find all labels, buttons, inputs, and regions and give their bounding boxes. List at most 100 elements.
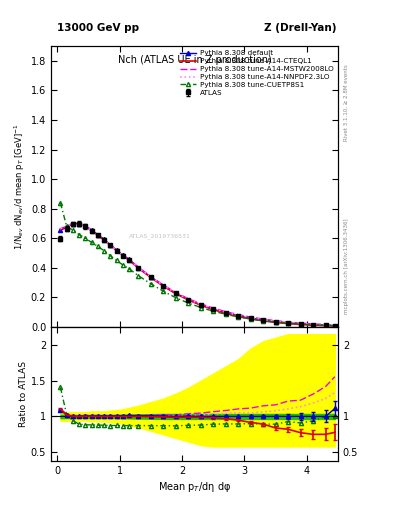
Pythia 8.308 default xyxy=(186,296,191,303)
Pythia 8.308 default xyxy=(236,313,241,319)
Text: Z (Drell-Yan): Z (Drell-Yan) xyxy=(264,23,336,33)
Pythia 8.308 tune-A14-CTEQL1 xyxy=(261,318,266,324)
Pythia 8.308 tune-A14-CTEQL1 xyxy=(58,226,63,232)
Line: Pythia 8.308 default: Pythia 8.308 default xyxy=(59,221,337,328)
Pythia 8.308 tune-A14-NNPDF2.3LO xyxy=(149,274,153,280)
Pythia 8.308 tune-A14-CTEQL1 xyxy=(223,310,228,316)
Pythia 8.308 tune-A14-MSTW2008LO xyxy=(298,320,303,326)
Pythia 8.308 tune-A14-CTEQL1 xyxy=(89,228,94,234)
Pythia 8.308 tune-A14-NNPDF2.3LO xyxy=(108,242,113,248)
Pythia 8.308 default xyxy=(121,252,125,258)
Pythia 8.308 tune-A14-CTEQL1 xyxy=(95,232,100,239)
Pythia 8.308 tune-A14-CTEQL1 xyxy=(77,221,81,227)
Pythia 8.308 tune-A14-NNPDF2.3LO xyxy=(223,309,228,315)
Pythia 8.308 tune-CUETP8S1 xyxy=(64,223,69,229)
Pythia 8.308 tune-A14-CTEQL1 xyxy=(211,307,216,313)
Line: Pythia 8.308 tune-A14-MSTW2008LO: Pythia 8.308 tune-A14-MSTW2008LO xyxy=(61,223,335,325)
Line: Pythia 8.308 tune-A14-NNPDF2.3LO: Pythia 8.308 tune-A14-NNPDF2.3LO xyxy=(61,224,335,325)
Pythia 8.308 default xyxy=(223,310,228,316)
Pythia 8.308 tune-A14-NNPDF2.3LO xyxy=(77,221,81,227)
Pythia 8.308 tune-A14-MSTW2008LO xyxy=(64,223,69,229)
Pythia 8.308 tune-A14-NNPDF2.3LO xyxy=(136,265,141,271)
Pythia 8.308 tune-CUETP8S1 xyxy=(89,240,94,246)
Text: mcplots.cern.ch [arXiv:1306.3436]: mcplots.cern.ch [arXiv:1306.3436] xyxy=(344,219,349,314)
Pythia 8.308 tune-A14-MSTW2008LO xyxy=(173,289,178,295)
Line: Pythia 8.308 tune-CUETP8S1: Pythia 8.308 tune-CUETP8S1 xyxy=(59,201,337,328)
Pythia 8.308 tune-A14-NNPDF2.3LO xyxy=(211,306,216,312)
Pythia 8.308 tune-A14-MSTW2008LO xyxy=(102,237,107,243)
Y-axis label: Ratio to ATLAS: Ratio to ATLAS xyxy=(19,361,28,427)
Pythia 8.308 tune-A14-NNPDF2.3LO xyxy=(332,322,337,328)
Pythia 8.308 default xyxy=(161,283,166,289)
Text: 13000 GeV pp: 13000 GeV pp xyxy=(57,23,139,33)
Pythia 8.308 tune-CUETP8S1 xyxy=(161,288,166,294)
Pythia 8.308 tune-A14-MSTW2008LO xyxy=(71,220,75,226)
Pythia 8.308 tune-A14-MSTW2008LO xyxy=(58,226,63,232)
Pythia 8.308 tune-A14-CTEQL1 xyxy=(311,322,316,328)
Pythia 8.308 default xyxy=(102,237,107,243)
Pythia 8.308 default xyxy=(149,274,153,280)
Pythia 8.308 tune-A14-NNPDF2.3LO xyxy=(58,226,63,232)
Pythia 8.308 tune-A14-CTEQL1 xyxy=(121,253,125,259)
Pythia 8.308 tune-A14-NNPDF2.3LO xyxy=(121,252,125,259)
Pythia 8.308 tune-A14-NNPDF2.3LO xyxy=(95,232,100,238)
Pythia 8.308 default xyxy=(311,322,316,328)
Pythia 8.308 tune-A14-MSTW2008LO xyxy=(211,305,216,311)
Pythia 8.308 tune-A14-MSTW2008LO xyxy=(311,321,316,327)
Pythia 8.308 tune-A14-CTEQL1 xyxy=(173,291,178,297)
Pythia 8.308 tune-A14-CTEQL1 xyxy=(136,265,141,271)
Pythia 8.308 tune-A14-CTEQL1 xyxy=(127,257,131,263)
Pythia 8.308 default xyxy=(77,221,81,227)
Pythia 8.308 tune-CUETP8S1 xyxy=(332,323,337,329)
Pythia 8.308 tune-A14-NNPDF2.3LO xyxy=(71,221,75,227)
Pythia 8.308 tune-CUETP8S1 xyxy=(114,258,119,264)
Pythia 8.308 default xyxy=(83,223,88,229)
Pythia 8.308 tune-CUETP8S1 xyxy=(261,318,266,324)
Pythia 8.308 tune-A14-NNPDF2.3LO xyxy=(173,290,178,296)
Pythia 8.308 tune-CUETP8S1 xyxy=(121,262,125,268)
Pythia 8.308 tune-A14-CTEQL1 xyxy=(161,283,166,289)
Pythia 8.308 tune-A14-MSTW2008LO xyxy=(323,322,328,328)
Pythia 8.308 tune-A14-CTEQL1 xyxy=(248,316,253,322)
Pythia 8.308 tune-A14-MSTW2008LO xyxy=(273,317,278,324)
Pythia 8.308 tune-A14-MSTW2008LO xyxy=(77,220,81,226)
Pythia 8.308 default xyxy=(71,221,75,227)
Pythia 8.308 tune-CUETP8S1 xyxy=(248,316,253,322)
Pythia 8.308 tune-A14-MSTW2008LO xyxy=(127,256,131,262)
Pythia 8.308 tune-A14-CTEQL1 xyxy=(71,221,75,227)
Pythia 8.308 default xyxy=(114,247,119,253)
Pythia 8.308 tune-A14-CTEQL1 xyxy=(298,322,303,328)
Pythia 8.308 tune-A14-MSTW2008LO xyxy=(186,295,191,302)
Pythia 8.308 tune-A14-NNPDF2.3LO xyxy=(127,257,131,263)
Pythia 8.308 tune-A14-CTEQL1 xyxy=(273,319,278,326)
Pythia 8.308 tune-A14-CTEQL1 xyxy=(198,302,203,308)
Pythia 8.308 tune-A14-MSTW2008LO xyxy=(121,252,125,258)
Text: Nch (ATLAS UE in Z production): Nch (ATLAS UE in Z production) xyxy=(118,54,272,65)
Pythia 8.308 tune-CUETP8S1 xyxy=(58,200,63,206)
Pythia 8.308 tune-A14-CTEQL1 xyxy=(186,297,191,303)
Pythia 8.308 tune-A14-CTEQL1 xyxy=(108,242,113,248)
Pythia 8.308 default xyxy=(261,317,266,323)
Pythia 8.308 tune-A14-CTEQL1 xyxy=(149,274,153,281)
Pythia 8.308 tune-A14-CTEQL1 xyxy=(114,248,119,254)
Pythia 8.308 tune-CUETP8S1 xyxy=(136,272,141,279)
Pythia 8.308 default xyxy=(95,231,100,238)
Pythia 8.308 tune-CUETP8S1 xyxy=(108,253,113,259)
Pythia 8.308 tune-A14-NNPDF2.3LO xyxy=(89,227,94,233)
Pythia 8.308 tune-A14-CTEQL1 xyxy=(102,237,107,243)
Pythia 8.308 tune-CUETP8S1 xyxy=(149,281,153,287)
Pythia 8.308 default xyxy=(211,306,216,312)
Pythia 8.308 default xyxy=(58,227,63,233)
Pythia 8.308 tune-CUETP8S1 xyxy=(83,235,88,241)
Pythia 8.308 tune-A14-CTEQL1 xyxy=(64,224,69,230)
Pythia 8.308 tune-A14-MSTW2008LO xyxy=(114,247,119,253)
Pythia 8.308 tune-CUETP8S1 xyxy=(286,320,290,326)
Pythia 8.308 tune-A14-NNPDF2.3LO xyxy=(286,319,290,326)
Pythia 8.308 default xyxy=(127,256,131,262)
Pythia 8.308 default xyxy=(273,318,278,325)
Pythia 8.308 default xyxy=(248,315,253,321)
Pythia 8.308 tune-A14-MSTW2008LO xyxy=(108,242,113,248)
Pythia 8.308 tune-A14-MSTW2008LO xyxy=(136,264,141,270)
Y-axis label: 1/N$_{ev}$ dN$_{ev}$/d mean p$_T$ [GeV]$^{-1}$: 1/N$_{ev}$ dN$_{ev}$/d mean p$_T$ [GeV]$… xyxy=(12,123,27,250)
Pythia 8.308 tune-A14-CTEQL1 xyxy=(332,323,337,329)
